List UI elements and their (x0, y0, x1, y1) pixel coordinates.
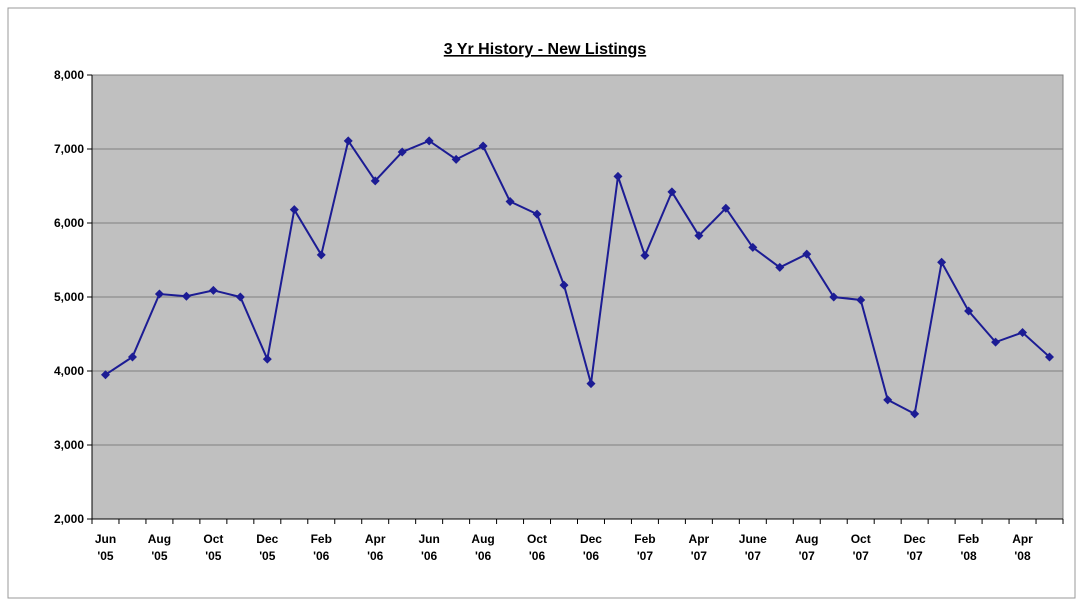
data-point (613, 171, 623, 181)
data-point (1045, 352, 1055, 362)
x-tick-label: Aug '07 (795, 532, 819, 563)
data-point (181, 291, 191, 301)
data-point (478, 141, 488, 151)
data-point (397, 147, 407, 157)
data-point (775, 262, 785, 272)
data-point (127, 352, 137, 362)
y-tick-label: 7,000 (54, 142, 84, 156)
data-point (640, 251, 650, 261)
data-point (829, 292, 839, 302)
data-point (532, 209, 542, 219)
data-point (937, 257, 947, 267)
x-tick-label: Dec '05 (256, 532, 279, 563)
y-tick-label: 2,000 (54, 512, 84, 526)
data-point (802, 249, 812, 259)
data-point (316, 250, 326, 260)
data-point (100, 370, 110, 380)
chart-title: 3 Yr History - New Listings (444, 41, 647, 58)
x-tick-label: Feb '06 (310, 532, 332, 563)
x-tick-label: Jun '06 (418, 532, 440, 563)
x-tick-label: Feb '07 (634, 532, 656, 563)
data-point (289, 205, 299, 215)
x-tick-label: Dec '07 (903, 532, 926, 563)
data-point (991, 337, 1001, 347)
y-tick-label: 4,000 (54, 364, 84, 378)
y-tick-label: 6,000 (54, 216, 84, 230)
data-point (424, 136, 434, 146)
data-point (856, 295, 866, 305)
x-tick-label: Aug '05 (147, 532, 172, 563)
x-tick-label: Apr '07 (688, 532, 710, 563)
data-point (910, 409, 920, 419)
x-tick-label: Feb '08 (957, 532, 980, 563)
x-tick-label: Oct '06 (527, 532, 548, 563)
data-point (883, 395, 893, 405)
data-point (262, 354, 272, 364)
data-point (343, 136, 353, 146)
data-point (370, 176, 380, 186)
data-point (964, 306, 974, 316)
data-point (1018, 328, 1028, 338)
y-tick-label: 5,000 (54, 290, 84, 304)
data-point (667, 187, 677, 197)
data-point (235, 292, 245, 302)
y-tick-label: 3,000 (54, 438, 84, 452)
x-tick-label: Dec '06 (579, 532, 602, 563)
data-point (451, 154, 461, 164)
y-tick-label: 8,000 (54, 68, 84, 82)
x-tick-label: Oct '07 (850, 532, 871, 563)
data-point (559, 280, 569, 290)
data-point (208, 285, 218, 295)
data-line (104, 138, 1051, 416)
x-tick-label: Jun '05 (94, 532, 117, 563)
data-point (154, 289, 164, 299)
x-tick-label: Apr '08 (1012, 532, 1033, 563)
data-point (586, 379, 596, 389)
data-point (748, 242, 758, 252)
x-tick-label: Oct '05 (203, 532, 224, 563)
data-point (721, 203, 731, 213)
data-point (694, 231, 704, 241)
x-tick-label: June '07 (738, 532, 767, 563)
x-tick-label: Aug '06 (471, 532, 495, 563)
x-tick-label: Apr '06 (364, 532, 386, 563)
data-point (505, 197, 515, 207)
